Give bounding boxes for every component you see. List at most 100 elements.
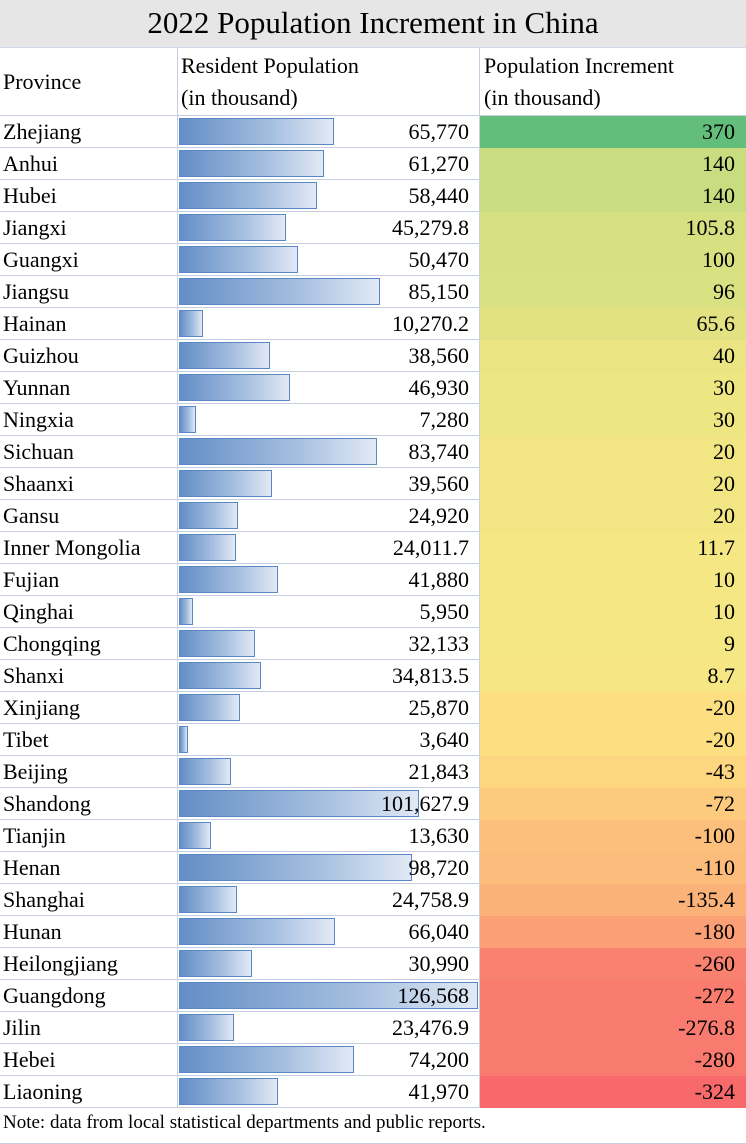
table-row: Inner Mongolia 24,011.7 11.7 (0, 532, 746, 564)
population-value: 23,476.9 (392, 1015, 469, 1040)
table-row: Jiangxi 45,279.8 105.8 (0, 212, 746, 244)
population-cell: 65,770 (178, 116, 480, 148)
population-data-bar (179, 950, 252, 977)
population-cell: 61,270 (178, 148, 480, 180)
population-cell: 85,150 (178, 276, 480, 308)
table-row: Jilin 23,476.9 -276.8 (0, 1012, 746, 1044)
population-data-bar (179, 1046, 354, 1073)
population-cell: 126,568 (178, 980, 480, 1012)
population-value: 74,200 (408, 1047, 470, 1072)
population-data-bar (179, 534, 236, 561)
population-data-bar (179, 662, 261, 689)
population-cell: 34,813.5 (178, 660, 480, 692)
province-cell: Hainan (0, 308, 178, 340)
population-value: 24,011.7 (392, 535, 469, 560)
table-row: Hubei 58,440 140 (0, 180, 746, 212)
population-data-bar (179, 470, 272, 497)
population-value: 98,720 (408, 855, 470, 880)
province-cell: Xinjiang (0, 692, 178, 724)
table-row: Henan 98,720 -110 (0, 852, 746, 884)
province-cell: Jiangxi (0, 212, 178, 244)
table-body: Zhejiang 65,770 370 Anhui 61,270 140 Hubei 58,4… (0, 116, 746, 1108)
table-row: Fujian 41,880 10 (0, 564, 746, 596)
population-value: 30,990 (408, 951, 470, 976)
increment-cell: 96 (480, 276, 746, 308)
population-cell: 83,740 (178, 436, 480, 468)
population-cell: 46,930 (178, 372, 480, 404)
province-cell: Heilongjiang (0, 948, 178, 980)
table-row: Chongqing 32,133 9 (0, 628, 746, 660)
table-row: Hainan 10,270.2 65.6 (0, 308, 746, 340)
population-data-bar (179, 566, 278, 593)
increment-cell: -110 (480, 852, 746, 884)
province-cell: Qinghai (0, 596, 178, 628)
province-cell: Guizhou (0, 340, 178, 372)
increment-cell: 9 (480, 628, 746, 660)
population-data-bar (179, 246, 298, 273)
population-cell: 24,758.9 (178, 884, 480, 916)
province-cell: Guangdong (0, 980, 178, 1012)
population-cell: 98,720 (178, 852, 480, 884)
population-value: 25,870 (408, 695, 470, 720)
increment-cell: 30 (480, 372, 746, 404)
province-cell: Sichuan (0, 436, 178, 468)
population-data-bar (179, 854, 412, 881)
population-data-bar (179, 1078, 278, 1105)
population-data-bar (179, 758, 231, 785)
table-row: Shanghai 24,758.9 -135.4 (0, 884, 746, 916)
population-cell: 10,270.2 (178, 308, 480, 340)
population-cell: 30,990 (178, 948, 480, 980)
population-value: 3,640 (419, 727, 470, 752)
increment-cell: 370 (480, 116, 746, 148)
table-row: Anhui 61,270 140 (0, 148, 746, 180)
population-data-bar (179, 598, 193, 625)
increment-cell: -280 (480, 1044, 746, 1076)
province-cell: Yunnan (0, 372, 178, 404)
increment-cell: -20 (480, 692, 746, 724)
increment-cell: -180 (480, 916, 746, 948)
population-data-bar (179, 630, 255, 657)
population-value: 101,627.9 (381, 791, 469, 816)
population-data-bar (179, 790, 419, 817)
population-data-bar (179, 150, 324, 177)
population-data-bar (179, 694, 240, 721)
table-row: Shanxi 34,813.5 8.7 (0, 660, 746, 692)
table-row: Tianjin 13,630 -100 (0, 820, 746, 852)
population-cell: 13,630 (178, 820, 480, 852)
population-data-bar (179, 438, 377, 465)
province-cell: Inner Mongolia (0, 532, 178, 564)
increment-cell: 20 (480, 436, 746, 468)
population-value: 41,970 (408, 1079, 470, 1104)
increment-cell: 140 (480, 180, 746, 212)
increment-cell: 65.6 (480, 308, 746, 340)
population-value: 65,770 (408, 119, 470, 144)
population-data-bar (179, 214, 286, 241)
increment-cell: 10 (480, 564, 746, 596)
table-row: Qinghai 5,950 10 (0, 596, 746, 628)
table-row: Liaoning 41,970 -324 (0, 1076, 746, 1108)
population-cell: 24,920 (178, 500, 480, 532)
province-cell: Shaanxi (0, 468, 178, 500)
increment-cell: -100 (480, 820, 746, 852)
population-value: 5,950 (419, 599, 470, 624)
table-row: Hunan 66,040 -180 (0, 916, 746, 948)
population-data-bar (179, 118, 334, 145)
table-row: Sichuan 83,740 20 (0, 436, 746, 468)
province-cell: Gansu (0, 500, 178, 532)
increment-cell: 40 (480, 340, 746, 372)
province-cell: Liaoning (0, 1076, 178, 1108)
population-value: 10,270.2 (392, 311, 469, 336)
population-cell: 50,470 (178, 244, 480, 276)
population-value: 45,279.8 (392, 215, 469, 240)
population-cell: 24,011.7 (178, 532, 480, 564)
increment-cell: -72 (480, 788, 746, 820)
population-cell: 74,200 (178, 1044, 480, 1076)
table-row: Tibet 3,640 -20 (0, 724, 746, 756)
header-population: Resident Population (in thousand) (178, 48, 480, 115)
population-value: 61,270 (408, 151, 470, 176)
increment-cell: -276.8 (480, 1012, 746, 1044)
table-title: 2022 Population Increment in China (0, 0, 746, 48)
province-cell: Beijing (0, 756, 178, 788)
header-increment-line1: Population Increment (484, 53, 675, 78)
increment-cell: -272 (480, 980, 746, 1012)
